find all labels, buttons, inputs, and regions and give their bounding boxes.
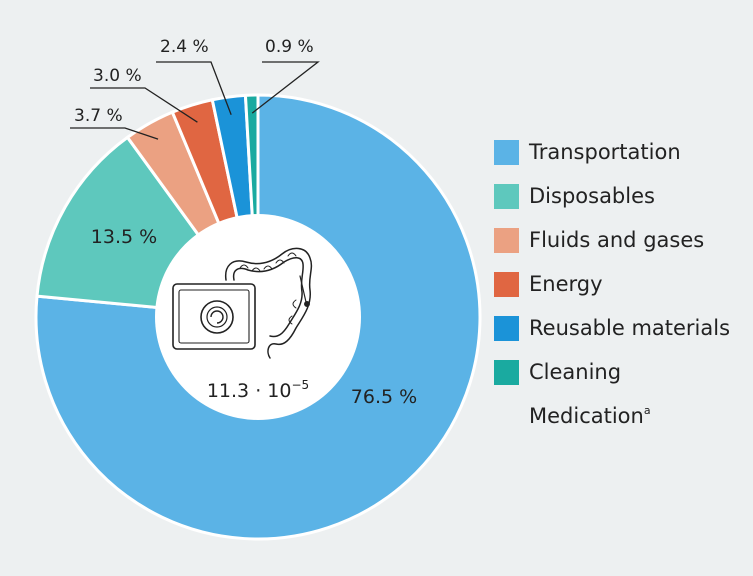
legend-item-cleaning: Cleaning — [494, 350, 744, 394]
data-label-reusable-materials: 2.4 % — [160, 37, 209, 57]
legend-swatch-fluids-and-gases — [494, 227, 519, 253]
data-label-energy: 3.0 % — [93, 66, 142, 86]
legend-label-cleaning: Cleaning — [529, 360, 622, 384]
data-label-transportation: 76.5 % — [351, 386, 417, 408]
legend-label-medication: Medicationa — [529, 404, 651, 428]
leader-line-reusable-materials — [156, 61, 232, 116]
legend-swatch-transportation — [494, 139, 519, 165]
legend-item-energy: Energy — [494, 262, 744, 306]
legend-swatch-energy — [494, 271, 519, 297]
legend-swatch-cleaning — [494, 359, 519, 385]
data-label-disposables: 13.5 % — [91, 226, 157, 248]
legend-swatch-reusable-materials — [494, 315, 519, 341]
legend-items: Transportation Disposables Fluids and gase… — [494, 130, 744, 394]
legend-item-fluids-and-gases: Fluids and gases — [494, 218, 744, 262]
legend: Transportation Disposables Fluids and gase… — [494, 130, 744, 438]
leader-line-fluids-and-gases — [70, 127, 159, 140]
legend-item-disposables: Disposables — [494, 174, 744, 218]
leader-line-cleaning — [251, 61, 320, 114]
callouts-group: 76.5 % 13.5 % 3.7 % 3.0 % 2.4 % 0.9 % — [70, 37, 417, 408]
legend-label-fluids-and-gases: Fluids and gases — [529, 228, 705, 252]
donut-hole — [155, 214, 361, 420]
leader-line-energy — [90, 87, 198, 123]
legend-label-reusable-materials: Reusable materials — [529, 316, 731, 340]
legend-swatch-disposables — [494, 183, 519, 209]
colon-icon — [224, 247, 313, 359]
data-label-fluids-and-gases: 3.7 % — [74, 106, 123, 126]
legend-label-transportation: Transportation — [529, 140, 681, 164]
legend-item-medication: Medicationa — [494, 394, 744, 438]
endoscopy-monitor-icon — [172, 283, 256, 350]
legend-label-energy: Energy — [529, 272, 603, 296]
legend-item-reusable-materials: Reusable materials — [494, 306, 744, 350]
legend-label-disposables: Disposables — [529, 184, 655, 208]
center-label: 11.3 · 10−5 — [207, 378, 309, 402]
data-label-cleaning: 0.9 % — [265, 37, 314, 57]
legend-item-transportation: Transportation — [494, 130, 744, 174]
